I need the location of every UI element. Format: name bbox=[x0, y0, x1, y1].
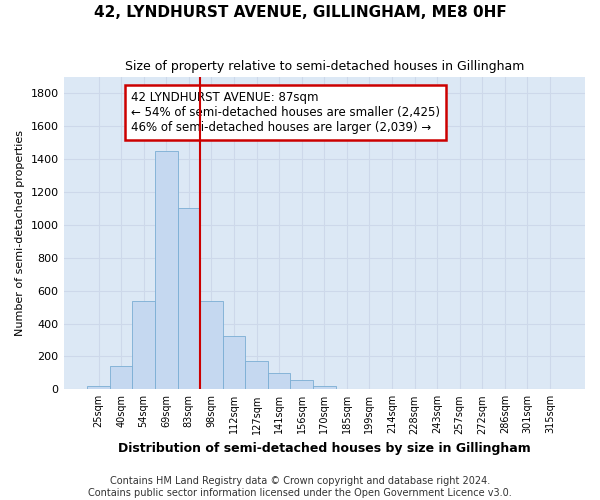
Bar bbox=[290, 380, 313, 390]
Y-axis label: Number of semi-detached properties: Number of semi-detached properties bbox=[15, 130, 25, 336]
Text: 42, LYNDHURST AVENUE, GILLINGHAM, ME8 0HF: 42, LYNDHURST AVENUE, GILLINGHAM, ME8 0H… bbox=[94, 5, 506, 20]
Text: Contains HM Land Registry data © Crown copyright and database right 2024.
Contai: Contains HM Land Registry data © Crown c… bbox=[88, 476, 512, 498]
Bar bbox=[87, 386, 110, 390]
Bar bbox=[245, 360, 268, 390]
X-axis label: Distribution of semi-detached houses by size in Gillingham: Distribution of semi-detached houses by … bbox=[118, 442, 530, 455]
Title: Size of property relative to semi-detached houses in Gillingham: Size of property relative to semi-detach… bbox=[125, 60, 524, 73]
Text: 42 LYNDHURST AVENUE: 87sqm
← 54% of semi-detached houses are smaller (2,425)
46%: 42 LYNDHURST AVENUE: 87sqm ← 54% of semi… bbox=[131, 91, 440, 134]
Bar bbox=[178, 208, 200, 390]
Bar bbox=[133, 300, 155, 390]
Bar bbox=[200, 300, 223, 390]
Bar bbox=[110, 366, 133, 390]
Bar bbox=[313, 386, 335, 390]
Bar bbox=[268, 373, 290, 390]
Bar bbox=[155, 151, 178, 390]
Bar bbox=[223, 336, 245, 390]
